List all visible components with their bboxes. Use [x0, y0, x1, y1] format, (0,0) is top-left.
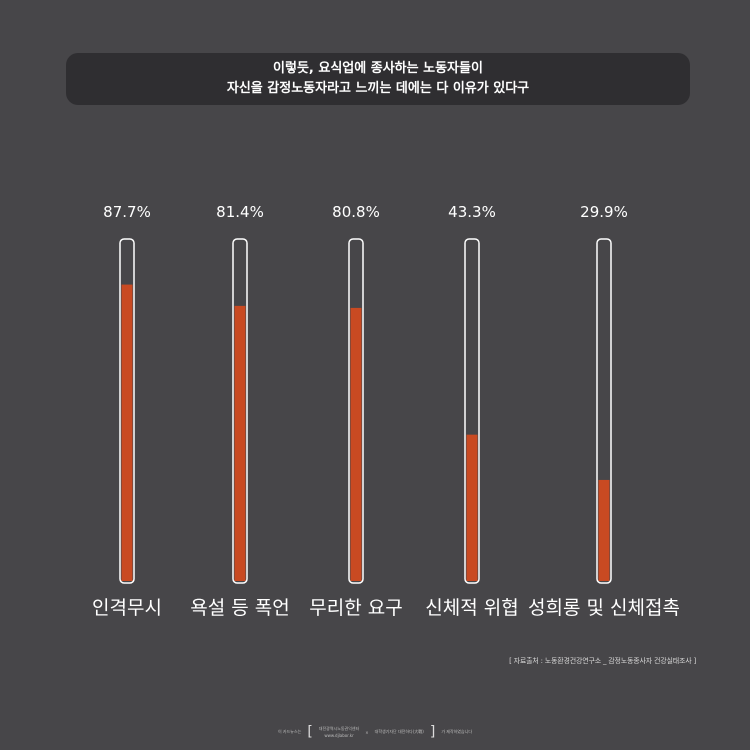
category-label: 성희롱 및 신체접촉 [528, 597, 680, 619]
footer-bracket-right: ] [429, 724, 436, 740]
footer-org1-block: 대전광역시노동권익센터 www.djlabor.kr [319, 726, 359, 738]
footer-org2: 대학생기자단 대전하다(大戰) [374, 729, 424, 734]
footer-url1: www.djlabor.kr [324, 733, 354, 738]
title-line-1: 이렇듯, 요식업에 종사하는 노동자들이 [273, 61, 483, 76]
title-line-2: 자신을 감정노동자라고 느끼는 데에는 다 이유가 있다구 [226, 81, 530, 96]
bar-fill [350, 307, 362, 581]
category-label: 무리한 요구 [309, 597, 402, 619]
bar-track [119, 238, 135, 584]
bar-fill [598, 479, 610, 581]
footer-separator: × [365, 729, 369, 735]
category-label: 욕설 등 폭언 [190, 597, 289, 619]
source-note: [ 자료출처 : 노동환경건강연구소 _ 감정노동종사자 건강실태조사 ] [509, 657, 696, 665]
bar-track [232, 238, 248, 584]
bar-fill [234, 305, 246, 581]
footer-bracket-left: [ [307, 724, 313, 740]
title-box: 이렇듯, 요식업에 종사하는 노동자들이 자신을 감정노동자라고 느끼는 데에는… [66, 53, 690, 105]
bar-track [596, 238, 612, 584]
bar-fill [466, 434, 478, 581]
bar-track [464, 238, 480, 584]
footer-suffix: 가 제작하였습니다 [441, 729, 473, 734]
value-label: 80.8% [332, 203, 380, 221]
footer-prefix: 이 카드뉴스는 [277, 729, 302, 734]
value-label: 43.3% [448, 203, 496, 221]
bar-track [348, 238, 364, 584]
category-label: 신체적 위협 [425, 597, 518, 619]
bar-fill [121, 284, 133, 581]
footer: 이 카드뉴스는 [ 대전광역시노동권익센터 www.djlabor.kr × 대… [0, 724, 750, 740]
footer-org1: 대전광역시노동권익센터 [318, 726, 360, 731]
value-label: 29.9% [580, 203, 628, 221]
value-label: 87.7% [103, 203, 151, 221]
value-label: 81.4% [216, 203, 264, 221]
category-label: 인격무시 [92, 597, 162, 619]
